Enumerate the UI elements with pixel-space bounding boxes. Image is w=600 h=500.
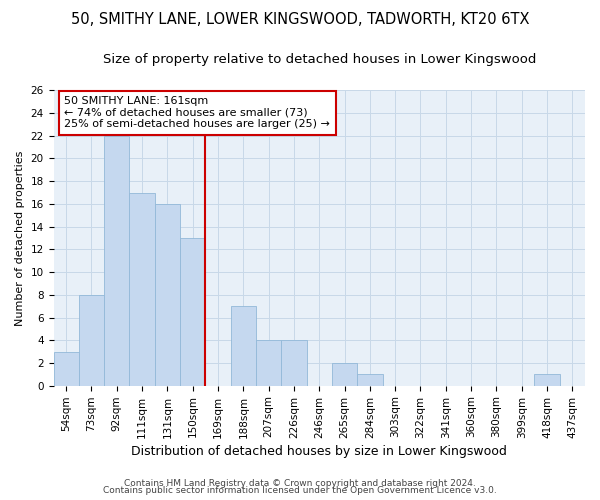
Title: Size of property relative to detached houses in Lower Kingswood: Size of property relative to detached ho… [103,52,536,66]
Text: 50 SMITHY LANE: 161sqm
← 74% of detached houses are smaller (73)
25% of semi-det: 50 SMITHY LANE: 161sqm ← 74% of detached… [64,96,330,130]
Bar [281,340,307,386]
Bar [155,204,180,386]
Text: 50, SMITHY LANE, LOWER KINGSWOOD, TADWORTH, KT20 6TX: 50, SMITHY LANE, LOWER KINGSWOOD, TADWOR… [71,12,529,28]
Bar [104,136,130,386]
Bar [180,238,205,386]
Bar [53,352,79,386]
Y-axis label: Number of detached properties: Number of detached properties [15,150,25,326]
Bar [256,340,281,386]
Text: Contains HM Land Registry data © Crown copyright and database right 2024.: Contains HM Land Registry data © Crown c… [124,478,476,488]
Bar [357,374,383,386]
Bar [332,363,357,386]
X-axis label: Distribution of detached houses by size in Lower Kingswood: Distribution of detached houses by size … [131,444,507,458]
Bar [79,295,104,386]
Bar [535,374,560,386]
Bar [230,306,256,386]
Text: Contains public sector information licensed under the Open Government Licence v3: Contains public sector information licen… [103,486,497,495]
Bar [130,192,155,386]
